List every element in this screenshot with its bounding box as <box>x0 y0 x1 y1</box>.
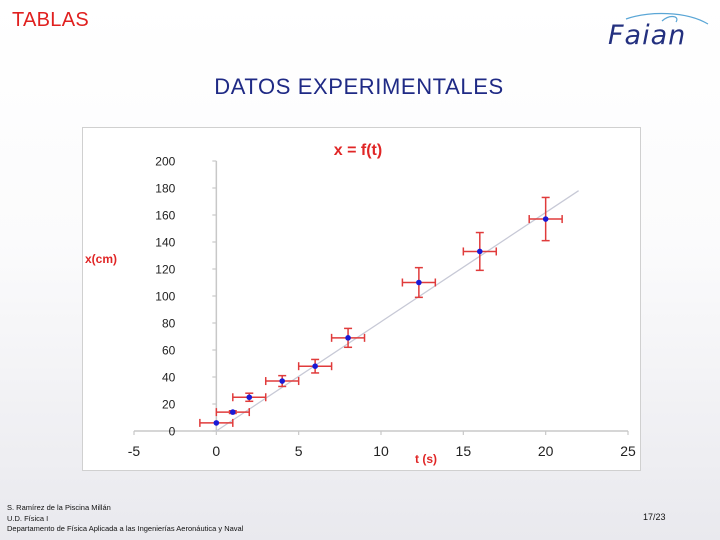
x-tick-label: 25 <box>620 443 636 459</box>
page-number: 17/23 <box>643 512 666 522</box>
data-point <box>477 248 483 255</box>
scatter-chart: x = f(t) x(cm) t (s) -5 0 5 10 15 20 25 0 20 40 60… <box>82 127 641 471</box>
data-point <box>246 394 253 401</box>
y-tick-label: 200 <box>155 155 175 169</box>
data-point <box>312 363 318 369</box>
footer-department: Departamento de Física Aplicada a las In… <box>7 524 244 533</box>
x-tick-label: 5 <box>295 443 303 459</box>
x-tick-label: 20 <box>538 443 554 459</box>
data-point <box>230 409 236 415</box>
y-tick-label: 160 <box>155 209 175 223</box>
footer-author: S. Ramírez de la Piscina Millán <box>7 503 111 512</box>
y-tick-label: 20 <box>162 398 176 412</box>
y-tick-label: 40 <box>162 371 176 385</box>
data-point <box>279 378 285 384</box>
data-point <box>416 279 422 286</box>
y-tick-label: 100 <box>155 290 175 304</box>
page-title: DATOS EXPERIMENTALES <box>214 74 504 99</box>
faian-logo: Faian <box>608 12 709 50</box>
y-tick-label: 180 <box>155 182 175 196</box>
x-tick-label: 10 <box>373 443 389 459</box>
y-tick-label: 80 <box>162 317 176 331</box>
x-tick-label: -5 <box>128 443 141 459</box>
chart-canvas: x = f(t) x(cm) t (s) -5 0 5 10 15 20 25 0 20 40 60… <box>85 142 636 466</box>
y-tick-label: 120 <box>155 263 175 277</box>
y-tick-label: 0 <box>169 425 176 439</box>
y-tick-label: 60 <box>162 344 176 358</box>
trend-line <box>215 190 579 432</box>
section-heading: TABLAS <box>12 9 90 31</box>
x-axis-label: t (s) <box>415 452 437 466</box>
footer-unit: U.D. Física I <box>7 513 49 523</box>
y-axis-label: x(cm) <box>85 252 117 266</box>
x-tick-label: 0 <box>212 443 220 459</box>
footer: S. Ramírez de la Piscina Millán U.D. Fís… <box>7 503 243 535</box>
svg-text:Faian: Faian <box>608 20 686 50</box>
data-point <box>345 335 351 341</box>
y-tick-label: 140 <box>155 236 175 250</box>
data-point <box>542 216 549 222</box>
x-tick-label: 15 <box>456 443 472 459</box>
data-point <box>213 420 220 426</box>
chart-title: x = f(t) <box>334 142 382 159</box>
